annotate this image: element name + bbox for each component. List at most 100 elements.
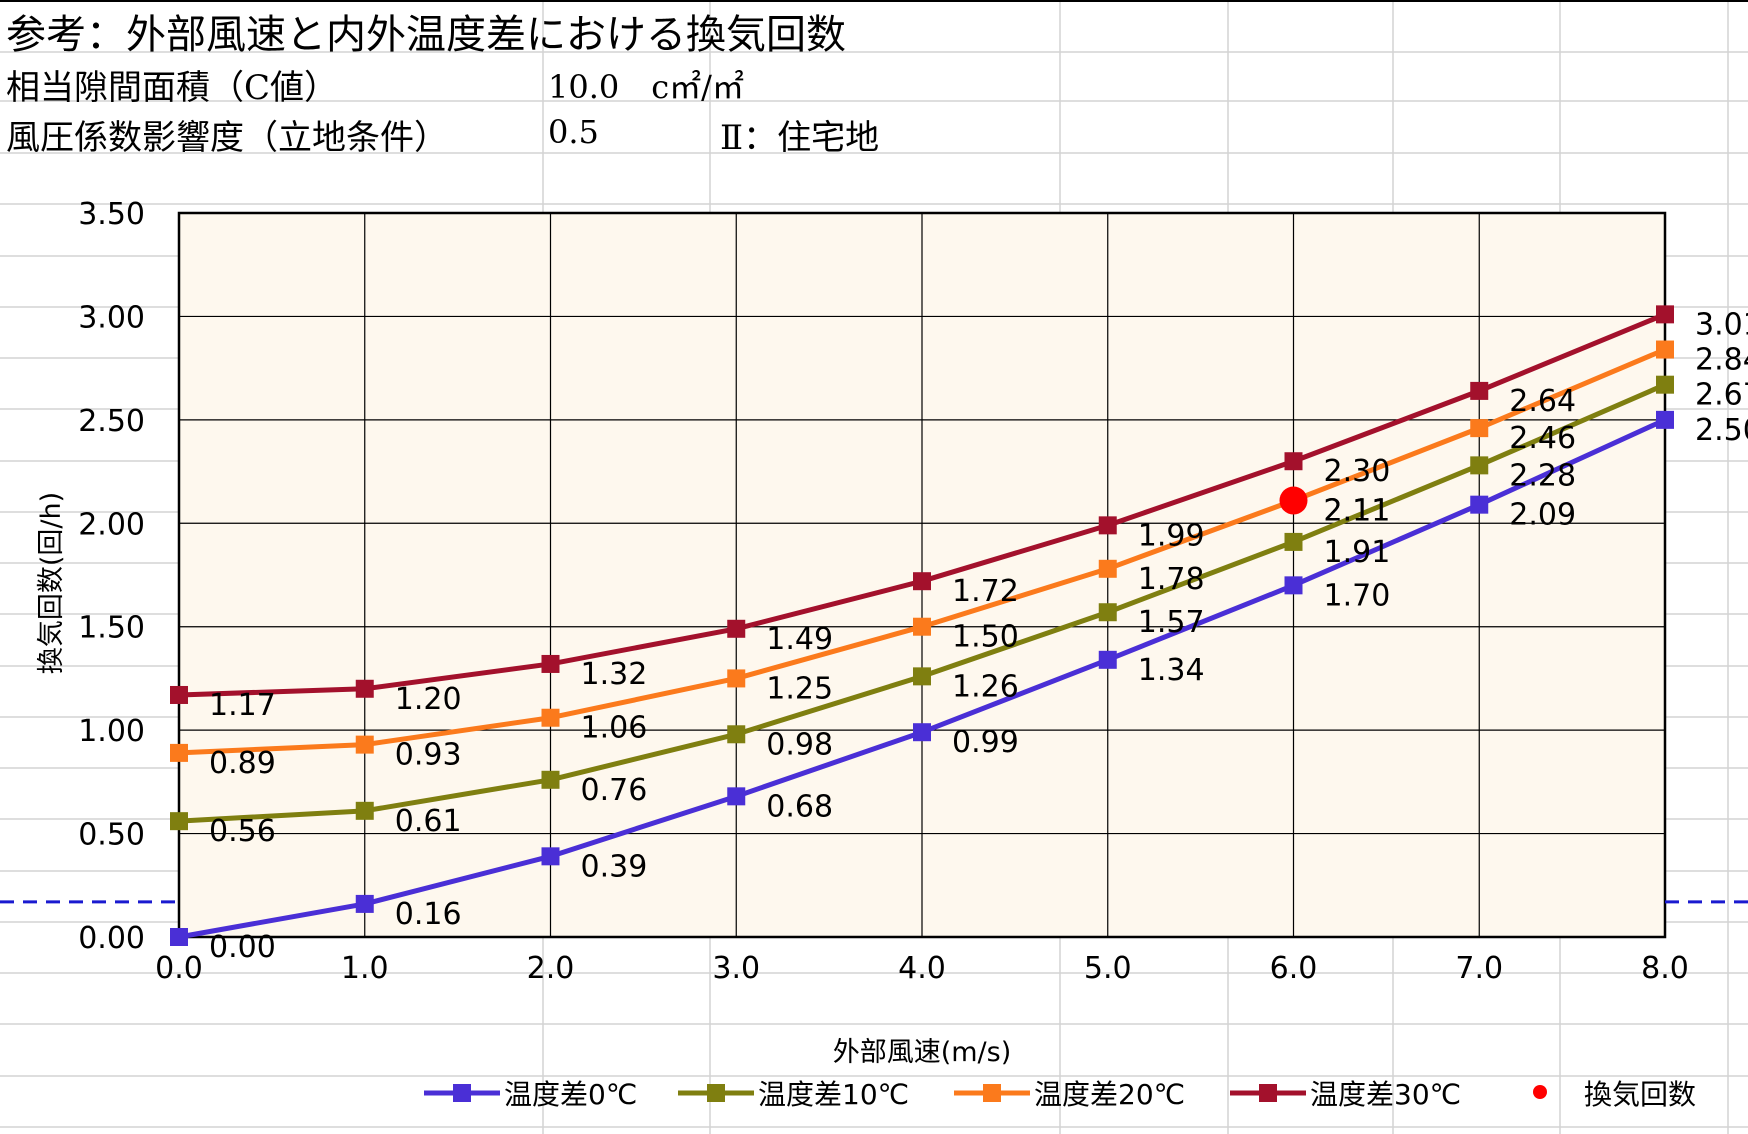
series-1-marker [541,770,560,789]
legend-label: 温度差10℃ [758,1078,909,1111]
series-1-marker [1656,375,1674,394]
series-0-marker [1284,576,1303,595]
y-tick-label: 2.50 [78,404,145,439]
legend-marker [453,1084,471,1102]
data-label: 0.39 [581,849,648,884]
data-label: 1.32 [581,657,648,692]
data-label: 1.57 [1138,605,1205,640]
x-axis-title: 外部風速(m/s) [833,1037,1012,1068]
data-label: 2.11 [1324,494,1391,529]
series-2-marker [1470,419,1489,438]
data-label: 2.50 [1695,413,1748,448]
series-3-marker [1284,452,1303,471]
data-label: 0.89 [209,746,276,781]
y-tick-label: 1.50 [78,611,145,646]
data-label: 1.34 [1138,653,1205,688]
series-2-marker [913,617,931,636]
series-3-marker [170,685,188,704]
series-2-marker [727,669,746,688]
series-3-marker [541,654,560,673]
series-0-marker [1470,495,1489,514]
y-tick-label: 3.50 [78,197,145,232]
data-label: 1.72 [952,574,1019,609]
legend-label: 温度差20℃ [1034,1078,1185,1111]
series-0-marker [1098,650,1117,669]
series-3-marker [1098,516,1117,535]
data-label: 0.76 [581,773,648,808]
site-condition[interactable]: Ⅱ：住宅地 [720,118,880,158]
legend-marker [1259,1084,1277,1102]
data-label: 0.00 [209,930,276,965]
series-1-marker [170,812,188,831]
data-label: 0.61 [395,804,462,839]
series-2-marker [1098,559,1117,578]
series-2-marker [170,743,188,762]
plot-border [177,211,1667,939]
data-label: 1.49 [766,622,833,657]
data-label: 2.46 [1509,421,1576,456]
series-2-marker [355,735,374,754]
series-0-marker [1656,410,1674,429]
data-label: 0.68 [766,789,833,824]
y-tick-label: 2.00 [78,507,145,542]
series-2-marker [1656,340,1674,359]
x-tick-label: 4.0 [898,951,946,986]
data-label: 2.64 [1509,384,1576,419]
data-label: 1.17 [209,688,276,723]
wind-pressure-label: 風圧係数影響度（立地条件） [6,118,448,158]
series-1-marker [913,667,931,686]
highlight-label: 2.11 [1324,494,1391,529]
series-3-marker [355,679,374,698]
series-3-marker [913,572,931,591]
legend-label: 温度差0℃ [504,1078,637,1111]
x-tick-label: 1.0 [341,951,389,986]
series-3-marker [727,619,746,638]
data-label: 1.20 [395,682,462,717]
data-label: 2.67 [1695,378,1748,413]
y-tick-label: 1.00 [78,714,145,749]
series-0-marker [355,894,374,913]
wind-pressure-value[interactable]: 0.5 [548,113,599,151]
x-tick-label: 7.0 [1455,951,1503,986]
x-tick-label: 3.0 [712,951,760,986]
y-tick-label: 0.00 [78,921,145,956]
x-tick-label: 0.0 [155,951,203,986]
data-label: 2.09 [1509,498,1576,533]
legend-highlight-marker [1533,1085,1547,1099]
series-1-marker [727,725,746,744]
y-axis-title: 換気回数(回/h) [36,492,67,674]
y-tick-label: 0.50 [78,818,145,853]
series-1-marker [1098,603,1117,622]
series-0-marker [727,787,746,806]
legend-marker [983,1084,1001,1102]
data-label: 0.16 [395,897,462,932]
series-1-marker [355,801,374,820]
series-0-marker [170,928,188,946]
x-tick-label: 5.0 [1084,951,1132,986]
data-label: 0.99 [952,725,1019,760]
c-value[interactable]: 10.0 c㎡/㎡ [548,68,744,106]
data-label: 1.78 [1138,562,1205,597]
legend-marker [707,1084,725,1102]
data-label: 1.25 [766,671,833,706]
series-layer [170,305,1674,946]
legend-label: 換気回数 [1584,1078,1696,1111]
data-label: 1.70 [1324,578,1391,613]
series-3-marker [1656,305,1674,324]
legend-label: 温度差30℃ [1310,1078,1461,1111]
data-labels: 0.00 0.16 0.39 0.68 0.99 1.34 1.70 2.09 2.50 0.56… [209,307,1748,965]
legend: 温度差0℃ 温度差10℃ 温度差20℃ 温度差30℃ 換気回数 [424,1078,1696,1111]
series-1-marker [1470,456,1489,475]
data-label: 1.26 [952,669,1019,704]
highlight-point [1279,486,1308,515]
data-label: 1.99 [1138,518,1205,553]
c-value-label: 相当隙間面積（C値） [6,68,339,108]
data-label: 0.98 [766,727,833,762]
data-label: 1.50 [952,620,1019,655]
x-tick-label: 2.0 [527,951,575,986]
data-label: 2.84 [1695,343,1748,378]
data-label: 0.56 [209,814,276,849]
data-label: 2.28 [1509,458,1576,493]
series-2-marker [541,708,560,727]
series-0-marker [541,847,560,866]
